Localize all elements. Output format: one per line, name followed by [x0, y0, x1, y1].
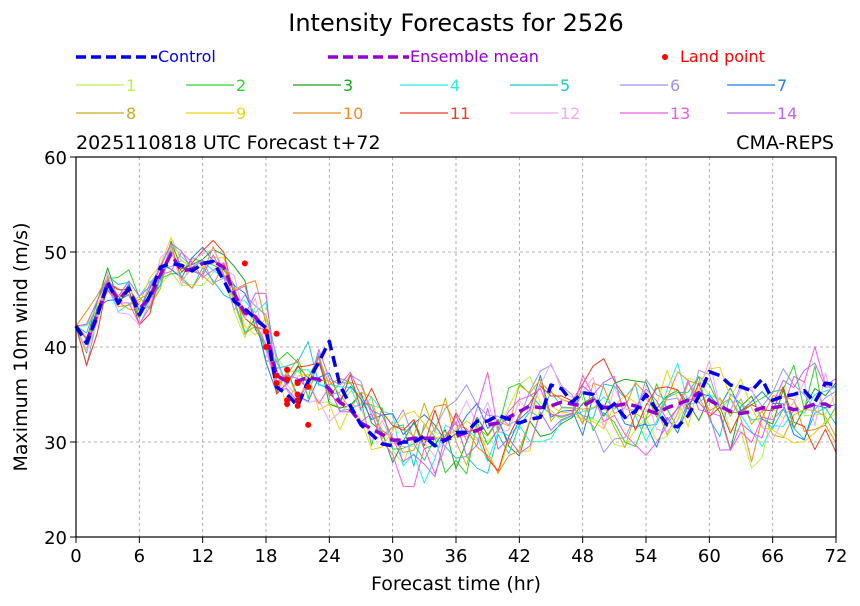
x-tick-label-72: 72: [825, 546, 848, 567]
x-tick-label-42: 42: [508, 546, 531, 567]
legend-member-9-label: 9: [236, 104, 246, 123]
land-point-0: [241, 260, 248, 267]
member-10-line: [75, 243, 837, 474]
x-tick-label-6: 6: [134, 546, 145, 567]
x-axis-label: Forecast time (hr): [371, 573, 541, 595]
ensemble-mean-line: [74, 252, 837, 442]
legend-member-2-label: 2: [236, 76, 246, 95]
y-tick-label-50: 50: [44, 243, 67, 264]
legend-member-8-label: 8: [126, 104, 136, 123]
land-point-12: [294, 397, 301, 404]
legend-member-14-label: 14: [777, 104, 797, 123]
legend-member-7-label: 7: [777, 76, 787, 95]
y-tick-label-30: 30: [44, 433, 67, 454]
x-tick-label-54: 54: [635, 546, 658, 567]
x-tick-label-12: 12: [191, 546, 214, 567]
legend-member-5-label: 5: [560, 76, 570, 95]
land-point-14: [305, 383, 312, 390]
x-tick-label-66: 66: [761, 546, 784, 567]
x-tick-label-30: 30: [381, 546, 404, 567]
x-tick-label-0: 0: [70, 546, 81, 567]
y-tick-label-60: 60: [44, 148, 67, 169]
y-tick-label-40: 40: [44, 338, 67, 359]
legend-mean-label: Ensemble mean: [410, 47, 539, 66]
member-13-line: [75, 251, 837, 488]
member-3-line: [75, 240, 837, 470]
land-point-4: [273, 372, 280, 379]
member-6-line: [75, 259, 837, 453]
legend-member-13-label: 13: [670, 104, 690, 123]
x-tick-label-60: 60: [698, 546, 721, 567]
x-tick-label-24: 24: [318, 546, 341, 567]
legend-member-4-label: 4: [450, 76, 460, 95]
subtitle-right: CMA-REPS: [736, 132, 834, 154]
x-tick-label-48: 48: [571, 546, 594, 567]
legend-member-10-label: 10: [343, 104, 363, 123]
x-tick-label-18: 18: [255, 546, 278, 567]
land-point-2: [263, 344, 269, 350]
member-14-line: [75, 242, 837, 478]
legend-member-12-label: 12: [560, 104, 580, 123]
grid: [76, 157, 836, 537]
land-point-10: [294, 380, 301, 387]
chart-title: Intensity Forecasts for 2526: [288, 9, 623, 37]
member-1-line: [75, 263, 837, 469]
subtitle-left: 2025110818 UTC Forecast t+72: [76, 132, 381, 154]
legend-land-marker: [662, 54, 668, 60]
legend-land-label: Land point: [680, 47, 765, 66]
x-tick-label-36: 36: [445, 546, 468, 567]
legend-member-1-label: 1: [126, 76, 136, 95]
land-point-1: [263, 328, 269, 335]
land-point-13: [294, 402, 301, 409]
legend-member-6-label: 6: [670, 76, 680, 95]
land-point-3: [273, 330, 280, 337]
land-point-15: [305, 421, 312, 428]
land-point-5: [273, 380, 280, 387]
land-point-6: [284, 366, 291, 373]
axis-ticks: 0 6 12 18 24 30 36 42 48 54 60 66 72 20 30 40 50 60: [44, 148, 847, 567]
land-point-9: [284, 401, 291, 407]
land-point-11: [294, 391, 301, 398]
legend-control-label: Control: [158, 47, 216, 66]
y-tick-label-20: 20: [44, 528, 67, 549]
plot-area: [74, 237, 837, 488]
member-9-line: [75, 237, 837, 475]
land-point-7: [284, 376, 291, 383]
control-line: [74, 259, 837, 448]
legend-member-11-label: 11: [450, 104, 470, 123]
y-axis-label: Maximum 10m wind (m/s): [10, 223, 32, 472]
legend-member-3-label: 3: [343, 76, 353, 95]
member-11-line: [75, 239, 837, 472]
